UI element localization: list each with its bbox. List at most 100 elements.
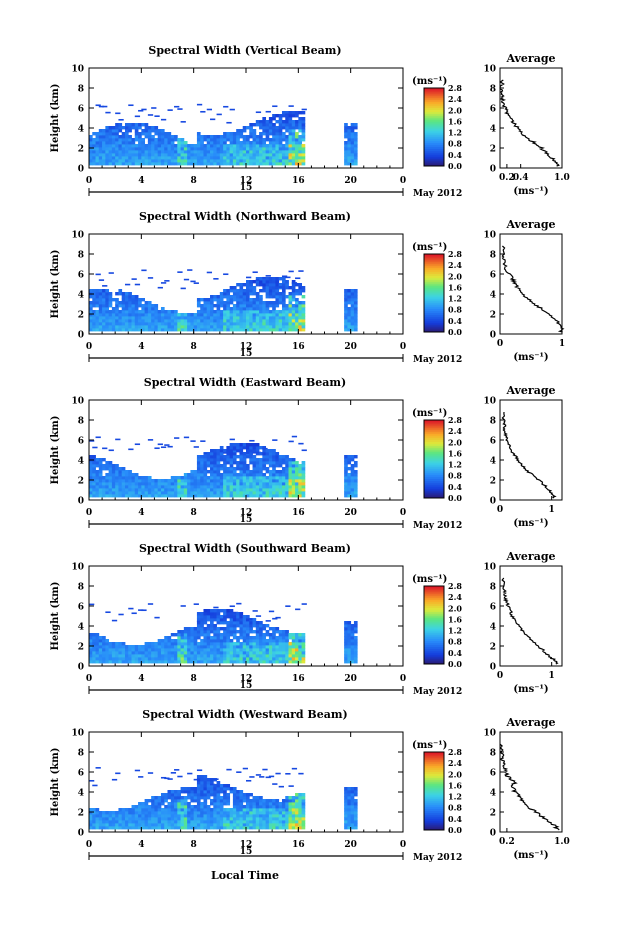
heatmap-cell xyxy=(249,811,253,815)
heatmap-cell xyxy=(124,135,129,139)
heatmap-cell xyxy=(252,639,257,643)
heatmap-cell xyxy=(151,126,155,130)
heatmap-cell xyxy=(262,805,267,809)
heatmap-cell xyxy=(115,473,119,477)
heatmap-cell xyxy=(268,639,273,643)
heatmap-cell xyxy=(347,328,352,332)
heatmap-cell xyxy=(255,488,260,492)
heatmap-cell xyxy=(147,772,154,774)
heatmap-cell xyxy=(164,135,168,139)
heatmap-cell xyxy=(278,313,283,317)
heatmap-cell xyxy=(111,307,116,311)
heatmap-cell xyxy=(193,282,199,284)
heatmap-cell xyxy=(262,147,267,151)
heatmap-cell xyxy=(200,467,204,471)
heatmap-cell xyxy=(128,322,132,326)
heatmap-cell xyxy=(164,811,168,815)
heatmap-cell xyxy=(196,304,201,308)
heatmap-cell xyxy=(344,823,348,827)
heatmap-cell xyxy=(183,651,188,655)
heatmap-cell xyxy=(203,799,208,803)
heatmap-cell xyxy=(196,144,201,148)
heatmap-cell xyxy=(105,811,110,815)
heatmap-cell xyxy=(200,485,204,489)
heatmap-cell xyxy=(295,123,299,127)
heatmap-cell xyxy=(272,470,276,474)
heatmap-cell xyxy=(98,826,103,830)
heatmap-cell xyxy=(102,147,106,151)
heatmap-cell xyxy=(344,322,348,326)
heatmap-cell xyxy=(350,799,355,803)
heatmap-cell xyxy=(138,476,142,480)
heatmap-cell xyxy=(262,156,267,160)
heatmap-cell xyxy=(216,479,221,483)
heatmap-cell xyxy=(255,307,260,311)
heatmap-cell xyxy=(255,485,260,489)
heatmap-cell xyxy=(259,277,263,281)
heatmap-cell xyxy=(255,301,260,305)
heatmap-cell xyxy=(92,328,96,332)
heatmap-cell xyxy=(298,126,303,130)
heatmap-cell xyxy=(210,476,214,480)
heatmap-cell xyxy=(111,482,116,486)
heatmap-cell xyxy=(115,814,119,818)
heatmap-cell xyxy=(347,639,352,643)
heatmap-cell xyxy=(350,654,355,658)
heatmap-cell xyxy=(124,162,129,166)
heatmap-cell xyxy=(219,138,224,142)
heatmap-cell xyxy=(216,319,221,323)
heatmap-cell xyxy=(275,476,280,480)
heatmap-cell xyxy=(95,301,100,305)
heatmap-cell xyxy=(262,488,267,492)
heatmap-cell xyxy=(301,467,306,471)
heatmap-cell xyxy=(203,301,208,305)
heatmap-cell xyxy=(226,814,231,818)
heatmap-cell xyxy=(108,147,113,151)
heatmap-cell xyxy=(134,295,139,299)
heatmap-cell xyxy=(216,452,221,456)
heatmap-cell xyxy=(216,307,221,311)
heatmap-cell xyxy=(242,618,247,622)
heatmap-cell xyxy=(259,310,263,314)
heatmap-cell xyxy=(200,642,204,646)
heatmap-cell xyxy=(108,470,113,474)
heatmap-cell xyxy=(344,162,348,166)
heatmap-cell xyxy=(196,461,201,465)
heatmap-cell xyxy=(200,473,204,477)
heatmap-cell xyxy=(98,147,103,151)
colorbar-band xyxy=(424,162,444,165)
colorbar-band xyxy=(424,287,444,290)
heatmap-cell xyxy=(141,307,146,311)
heatmap-cell xyxy=(223,455,227,459)
heatmap-cell xyxy=(275,802,280,806)
heatmap-cell xyxy=(118,479,123,483)
heatmap-cell xyxy=(229,820,234,824)
heatmap-cell xyxy=(89,307,93,311)
heatmap-cell xyxy=(246,467,250,471)
heatmap-cell xyxy=(275,645,280,649)
heatmap-cell xyxy=(170,811,175,815)
heatmap-cell xyxy=(138,648,142,652)
heatmap-cell xyxy=(272,105,278,108)
heatmap-cell xyxy=(118,292,123,296)
heatmap-cell xyxy=(229,467,234,471)
heatmap-cell xyxy=(180,823,185,827)
heatmap-cell xyxy=(268,648,273,652)
heatmap-cell xyxy=(216,156,221,160)
day-label: 15 xyxy=(240,349,253,359)
heatmap-cell xyxy=(249,654,253,658)
heatmap-cell xyxy=(98,639,103,643)
heatmap-cell xyxy=(347,793,352,797)
colorbar-band xyxy=(424,148,444,151)
heatmap-cell xyxy=(216,654,221,658)
heatmap-cell xyxy=(183,436,190,439)
heatmap-cell xyxy=(226,627,231,631)
heatmap-cell xyxy=(98,817,103,821)
heatmap-cell xyxy=(124,132,129,136)
heatmap-cell xyxy=(288,817,293,821)
heatmap-cell xyxy=(131,657,136,661)
heatmap-cell xyxy=(105,467,110,471)
heatmap-cell xyxy=(298,289,303,293)
heatmap-cell xyxy=(206,633,211,637)
heatmap-cell xyxy=(288,162,293,166)
